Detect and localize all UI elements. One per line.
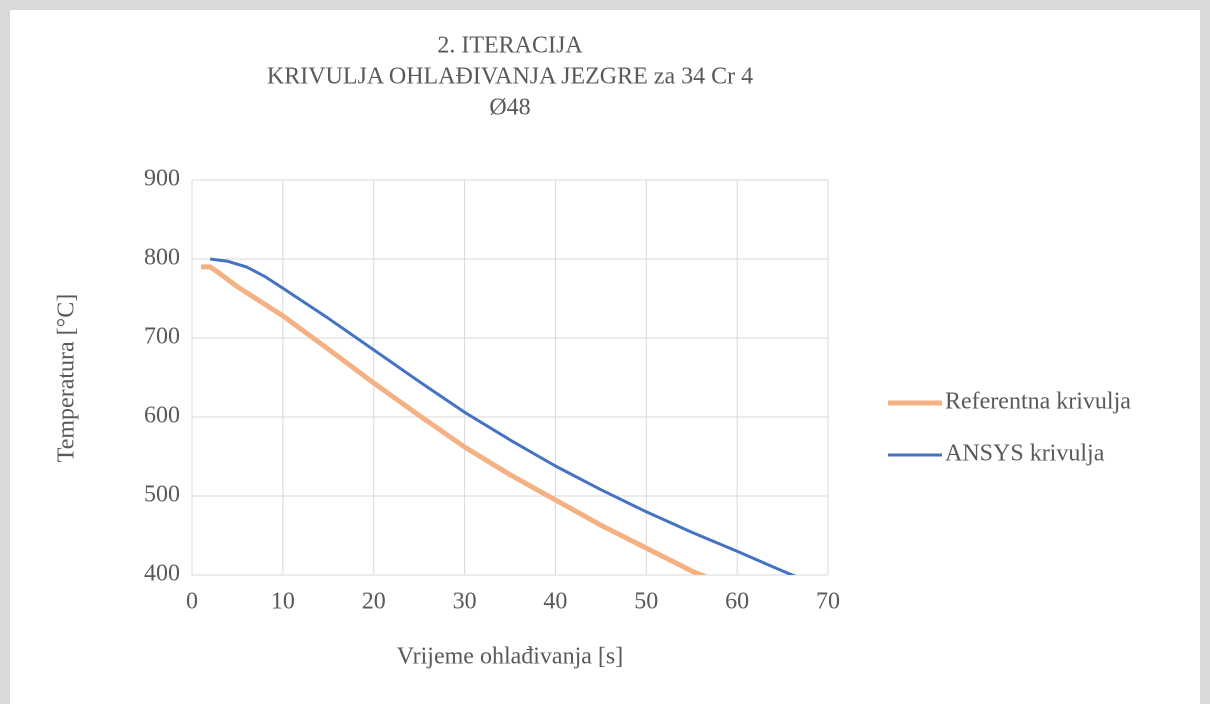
chart-title: 2. ITERACIJA	[437, 33, 583, 59]
y-tick-label: 600	[144, 403, 180, 429]
x-axis-label: Vrijeme ohlađivanja [s]	[397, 644, 623, 670]
chart-title: Ø48	[489, 95, 530, 121]
series-line	[210, 257, 797, 575]
chart-area	[10, 10, 1200, 704]
legend-label: ANSYS krivulja	[945, 441, 1105, 467]
x-tick-label: 0	[186, 589, 198, 615]
x-tick-label: 50	[634, 589, 658, 615]
x-tick-label: 70	[816, 589, 840, 615]
y-axis-label: Temperatura [°C]	[54, 294, 80, 463]
legend-label: Referentna krivulja	[945, 389, 1131, 415]
y-tick-label: 700	[144, 324, 180, 350]
x-tick-label: 40	[543, 589, 567, 615]
x-tick-label: 10	[271, 589, 295, 615]
chart-title: KRIVULJA OHLAĐIVANJA JEZGRE za 34 Cr 4	[267, 64, 753, 90]
x-tick-label: 60	[725, 589, 749, 615]
y-tick-label: 500	[144, 482, 180, 508]
x-tick-label: 20	[362, 589, 386, 615]
y-tick-label: 900	[144, 166, 180, 192]
y-tick-label: 400	[144, 561, 180, 587]
y-tick-label: 800	[144, 245, 180, 271]
x-tick-label: 30	[453, 589, 477, 615]
series-line	[201, 264, 707, 575]
